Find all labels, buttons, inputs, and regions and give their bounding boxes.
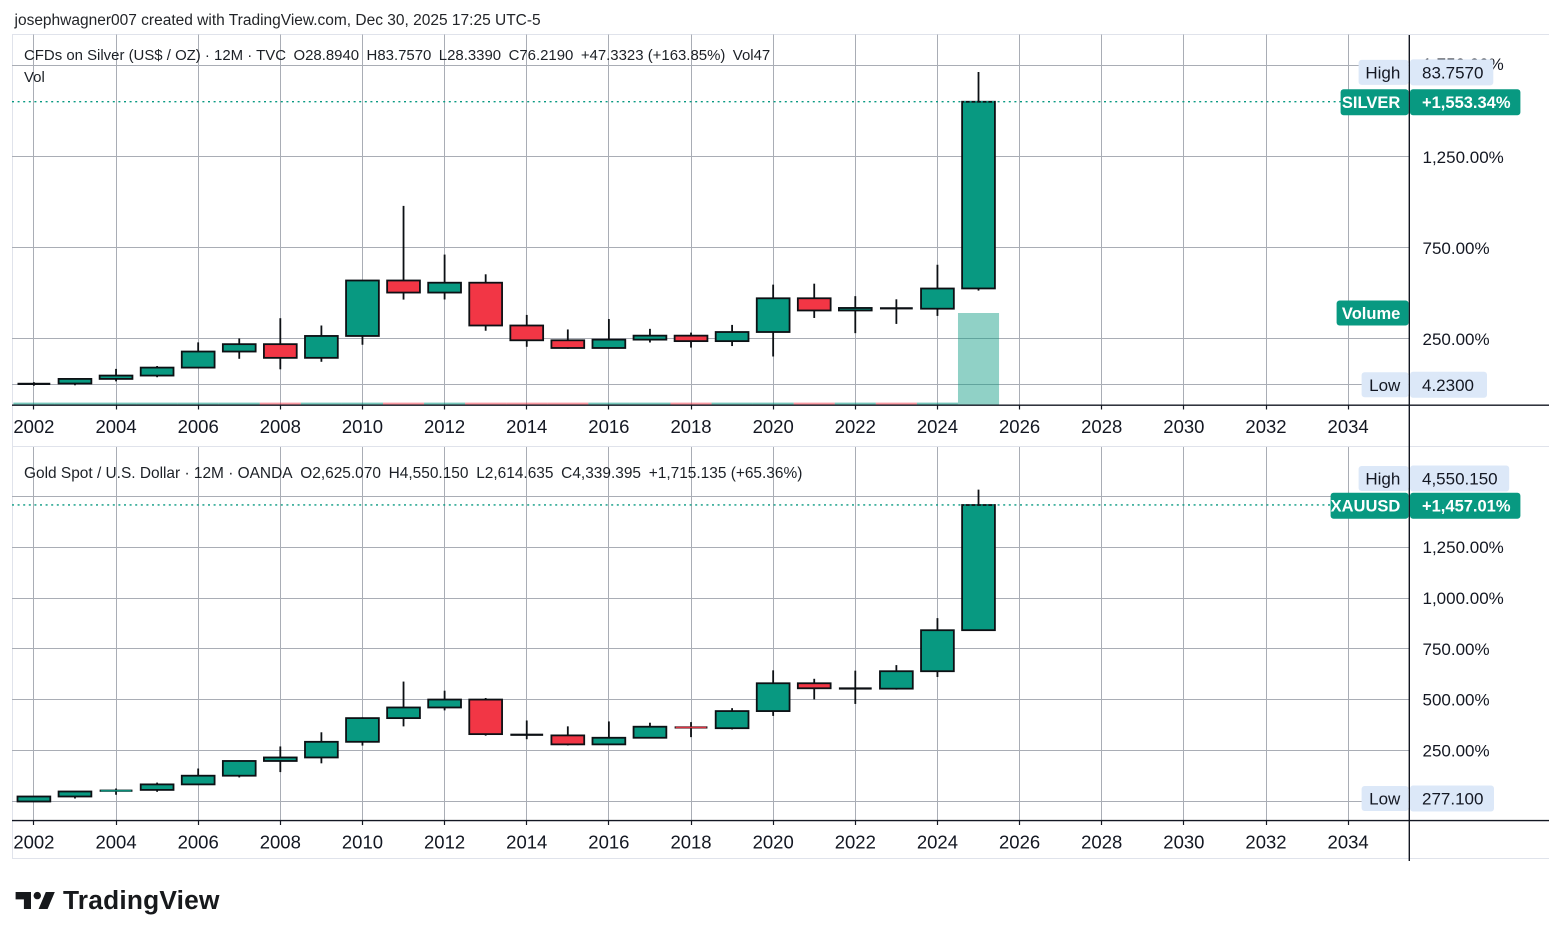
svg-text:+1,457.01%: +1,457.01%: [1422, 498, 1511, 516]
svg-text:2030: 2030: [1163, 416, 1204, 437]
svg-text:83.7570: 83.7570: [1422, 63, 1483, 82]
svg-text:1,250.00%: 1,250.00%: [1423, 148, 1504, 167]
svg-text:XAUUSD: XAUUSD: [1331, 498, 1401, 516]
svg-text:1,250.00%: 1,250.00%: [1423, 538, 1504, 557]
svg-text:Gold Spot / U.S. Dollar · 12M: Gold Spot / U.S. Dollar · 12M · OANDA O2…: [24, 465, 802, 482]
svg-text:2018: 2018: [670, 832, 711, 853]
svg-text:2020: 2020: [753, 832, 794, 853]
svg-text:2022: 2022: [835, 416, 876, 437]
svg-text:2010: 2010: [342, 416, 383, 437]
svg-text:2032: 2032: [1245, 832, 1286, 853]
svg-text:2034: 2034: [1328, 832, 1369, 853]
svg-text:josephwagner007 created with T: josephwagner007 created with TradingView…: [14, 12, 541, 29]
svg-text:500.00%: 500.00%: [1423, 691, 1490, 710]
svg-text:2004: 2004: [95, 832, 136, 853]
svg-text:2006: 2006: [178, 832, 219, 853]
svg-text:1,000.00%: 1,000.00%: [1423, 589, 1504, 608]
svg-text:2024: 2024: [917, 832, 958, 853]
svg-text:2012: 2012: [424, 832, 465, 853]
svg-text:750.00%: 750.00%: [1423, 640, 1490, 659]
svg-text:750.00%: 750.00%: [1423, 239, 1490, 258]
svg-text:2012: 2012: [424, 416, 465, 437]
svg-text:Low: Low: [1369, 790, 1401, 809]
svg-text:2008: 2008: [260, 416, 301, 437]
svg-text:2020: 2020: [753, 416, 794, 437]
svg-text:2006: 2006: [178, 416, 219, 437]
svg-text:Vol: Vol: [24, 69, 45, 86]
svg-text:2022: 2022: [835, 832, 876, 853]
svg-text:2016: 2016: [588, 832, 629, 853]
svg-text:Low: Low: [1369, 376, 1401, 395]
svg-text:250.00%: 250.00%: [1423, 742, 1490, 761]
svg-text:2002: 2002: [13, 416, 54, 437]
svg-text:+1,553.34%: +1,553.34%: [1422, 94, 1511, 112]
svg-text:2024: 2024: [917, 416, 958, 437]
svg-text:2014: 2014: [506, 416, 547, 437]
svg-text:High: High: [1365, 470, 1400, 489]
svg-text:2016: 2016: [588, 416, 629, 437]
svg-text:277.100: 277.100: [1422, 790, 1483, 809]
svg-text:2030: 2030: [1163, 832, 1204, 853]
svg-text:Volume: Volume: [1342, 305, 1400, 323]
svg-text:High: High: [1365, 63, 1400, 82]
svg-text:2014: 2014: [506, 832, 547, 853]
svg-text:4.2300: 4.2300: [1422, 376, 1474, 395]
svg-text:2026: 2026: [999, 416, 1040, 437]
svg-text:2018: 2018: [670, 416, 711, 437]
svg-text:2028: 2028: [1081, 416, 1122, 437]
svg-text:2002: 2002: [13, 832, 54, 853]
svg-text:2028: 2028: [1081, 832, 1122, 853]
svg-text:SILVER: SILVER: [1342, 94, 1400, 112]
svg-text:250.00%: 250.00%: [1423, 330, 1490, 349]
svg-text:2008: 2008: [260, 832, 301, 853]
svg-text:4,550.150: 4,550.150: [1422, 470, 1498, 489]
svg-text:2026: 2026: [999, 832, 1040, 853]
svg-text:2032: 2032: [1245, 416, 1286, 437]
svg-text:2034: 2034: [1328, 416, 1369, 437]
svg-text:2004: 2004: [95, 416, 136, 437]
svg-text:CFDs on Silver (US$ / OZ) · 12: CFDs on Silver (US$ / OZ) · 12M · TVC O2…: [24, 47, 770, 64]
svg-text:TradingView: TradingView: [63, 885, 220, 915]
svg-text:2010: 2010: [342, 832, 383, 853]
